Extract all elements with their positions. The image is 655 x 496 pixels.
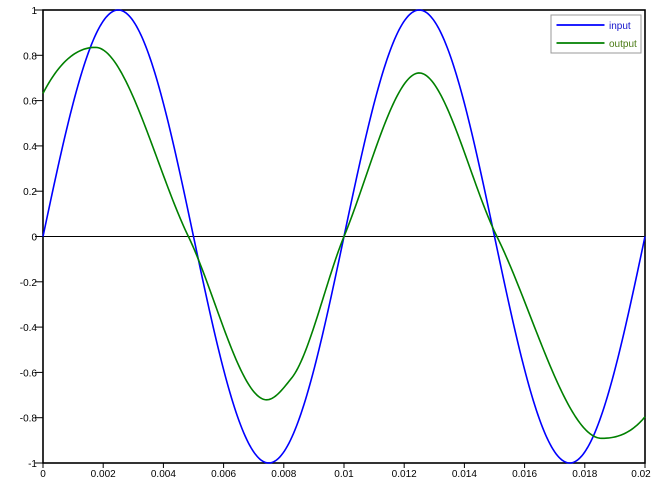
svg-text:0.008: 0.008 (271, 469, 296, 480)
svg-text:1: 1 (31, 6, 37, 17)
svg-text:-0.2: -0.2 (20, 278, 38, 289)
svg-text:0.016: 0.016 (512, 469, 537, 480)
svg-text:0.02: 0.02 (631, 469, 651, 480)
svg-text:0.01: 0.01 (334, 469, 354, 480)
svg-text:-0.6: -0.6 (20, 368, 38, 379)
svg-text:-0.8: -0.8 (20, 414, 38, 425)
svg-text:0.014: 0.014 (452, 469, 477, 480)
svg-text:0: 0 (40, 469, 46, 480)
svg-text:0.6: 0.6 (23, 97, 37, 108)
svg-text:-1: -1 (28, 459, 37, 470)
svg-text:0.006: 0.006 (211, 469, 236, 480)
svg-text:0.004: 0.004 (151, 469, 176, 480)
svg-text:output: output (609, 39, 637, 50)
svg-text:0.018: 0.018 (572, 469, 597, 480)
svg-text:0.8: 0.8 (23, 51, 37, 62)
svg-text:0.2: 0.2 (23, 187, 37, 198)
svg-text:0.012: 0.012 (392, 469, 417, 480)
svg-text:0.4: 0.4 (23, 142, 37, 153)
svg-text:0: 0 (31, 233, 37, 244)
svg-text:-0.4: -0.4 (20, 323, 38, 334)
svg-text:input: input (609, 21, 631, 32)
svg-text:0.002: 0.002 (91, 469, 116, 480)
